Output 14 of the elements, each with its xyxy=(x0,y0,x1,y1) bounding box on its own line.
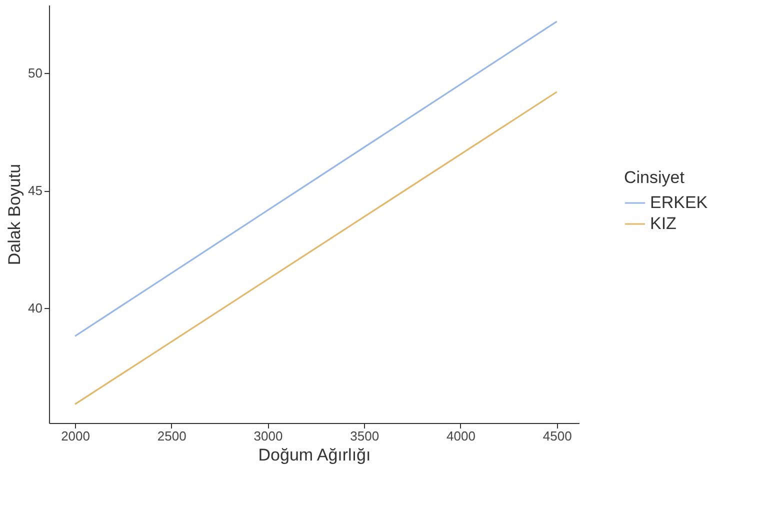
legend-title: Cinsiyet xyxy=(624,168,685,187)
x-axis-title: Doğum Ağırlığı xyxy=(258,446,371,464)
x-tick-label: 4500 xyxy=(542,428,572,444)
y-tick-label: 40 xyxy=(28,300,42,316)
x-tick-label: 4000 xyxy=(446,428,476,444)
x-tick-label: 3000 xyxy=(254,428,283,444)
x-tick-label: 2500 xyxy=(157,428,186,444)
y-tick-label: 50 xyxy=(28,66,42,81)
y-tick-label: 45 xyxy=(28,183,42,198)
legend-label: ERKEK xyxy=(650,193,708,212)
x-tick-label: 2000 xyxy=(61,428,90,444)
legend-label: KIZ xyxy=(650,214,676,233)
y-axis-title: Dalak Boyutu xyxy=(5,164,24,266)
x-tick-label: 3500 xyxy=(350,428,380,444)
